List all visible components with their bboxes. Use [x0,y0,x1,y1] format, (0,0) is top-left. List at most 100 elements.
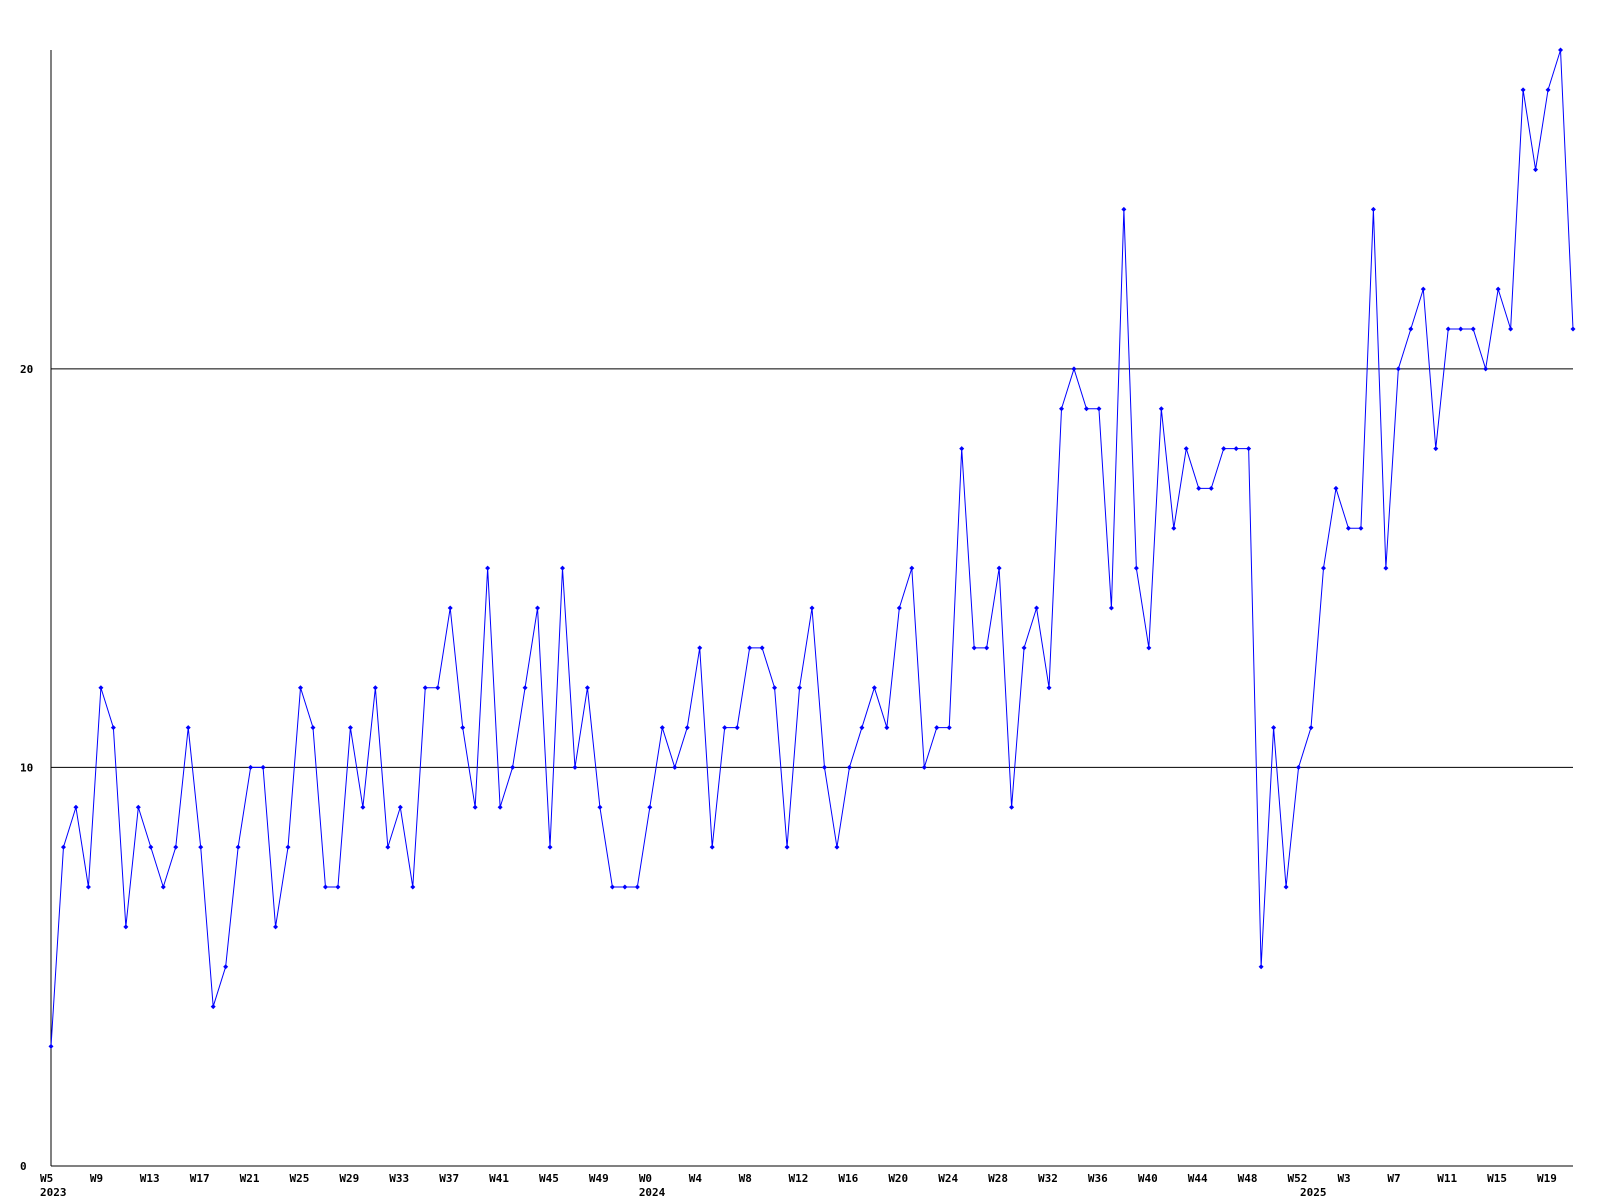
point [1383,565,1389,571]
point [160,884,166,890]
x-tick-label: W15 [1487,1172,1507,1185]
point [385,844,391,850]
point [1208,485,1214,491]
point [1333,485,1339,491]
point [1458,326,1464,332]
point [60,844,66,850]
x-tick-label: W5 [40,1172,53,1185]
point [1433,446,1439,452]
point [1046,685,1052,691]
x-tick-label: W16 [838,1172,858,1185]
point [659,725,665,731]
point [809,605,815,611]
point [609,884,615,890]
point [1133,565,1139,571]
point [535,605,541,611]
point [921,764,927,770]
point [747,645,753,651]
point [821,764,827,770]
point [1171,525,1177,531]
point [1096,406,1102,412]
x-tick-label: W13 [140,1172,160,1185]
x-tick-label: W37 [439,1172,459,1185]
x-tick-label: W19 [1537,1172,1557,1185]
point [1258,964,1264,970]
point [834,844,840,850]
point [1570,326,1576,332]
y-tick-label: 20 [20,363,33,376]
point [273,924,279,930]
year-label: 2025 [1300,1186,1327,1199]
x-tick-label: W8 [739,1172,752,1185]
point [298,685,304,691]
x-tick-label: W3 [1337,1172,1350,1185]
point [1246,446,1252,452]
point [697,645,703,651]
point [210,1004,216,1010]
point [1196,485,1202,491]
point [759,645,765,651]
point [1495,286,1501,292]
point [1320,565,1326,571]
point [572,764,578,770]
x-tick-label: W20 [888,1172,908,1185]
point [1183,446,1189,452]
x-tick-label: W9 [90,1172,103,1185]
point [859,725,865,731]
point [372,685,378,691]
y-tick-label: 10 [20,761,33,774]
x-tick-label: W32 [1038,1172,1058,1185]
point [909,565,915,571]
point [1358,525,1364,531]
point [335,884,341,890]
point [422,685,428,691]
point [559,565,565,571]
point [734,725,740,731]
x-tick-label: W24 [938,1172,958,1185]
point [310,725,316,731]
point [123,924,129,930]
point [98,685,104,691]
point [584,685,590,691]
point [946,725,952,731]
point [634,884,640,890]
point [1121,206,1127,212]
x-tick-label: W11 [1437,1172,1457,1185]
point [85,884,91,890]
point [148,844,154,850]
point [522,685,528,691]
x-tick-label: W28 [988,1172,1008,1185]
point [1395,366,1401,372]
x-tick-label: W44 [1188,1172,1208,1185]
point [460,725,466,731]
x-tick-label: W45 [539,1172,559,1185]
point [1283,884,1289,890]
point [1271,725,1277,731]
point [1558,47,1564,53]
point [1445,326,1451,332]
point [1533,167,1539,173]
x-tick-label: W33 [389,1172,409,1185]
point [1483,366,1489,372]
point [397,804,403,810]
point [510,764,516,770]
x-tick-label: W4 [689,1172,703,1185]
point [1420,286,1426,292]
year-label: 2023 [40,1186,67,1199]
point [285,844,291,850]
x-tick-label: W25 [290,1172,310,1185]
point [1545,87,1551,93]
point [934,725,940,731]
point [497,804,503,810]
line [50,49,1574,1047]
point [347,725,353,731]
x-tick-label: W21 [240,1172,260,1185]
point [772,685,778,691]
x-tick-label: W40 [1138,1172,1158,1185]
point [784,844,790,850]
point [1520,87,1526,93]
x-tick-label: W49 [589,1172,609,1185]
point [410,884,416,890]
point [322,884,328,890]
